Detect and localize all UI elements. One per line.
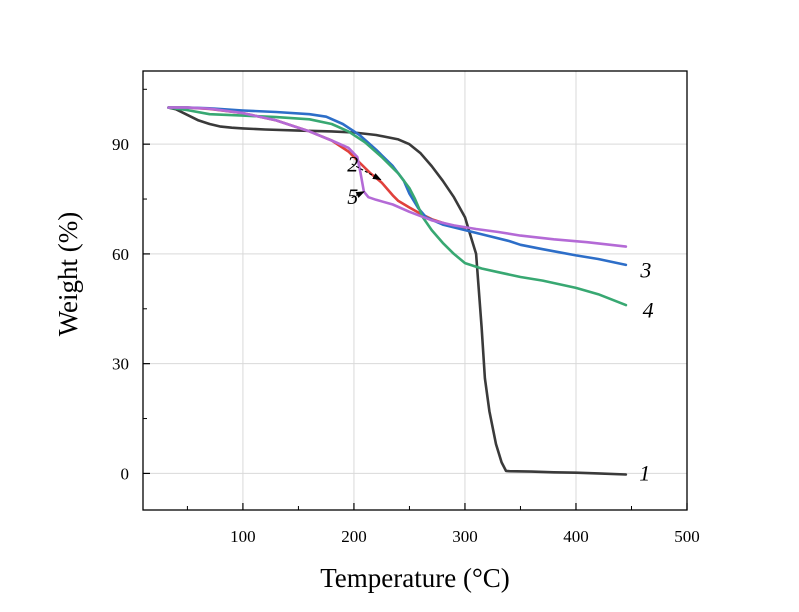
curve-labels: 1 2 3 4 5: [347, 151, 653, 485]
plot-frame: [142, 70, 688, 511]
curve-label-4: 4: [643, 298, 654, 323]
series-line-3: [167, 106, 628, 267]
y-tick-label: 60: [112, 245, 129, 264]
curve-label-5: 5: [347, 184, 358, 209]
curve-label-1: 1: [639, 460, 650, 485]
grid: [143, 71, 688, 510]
curve-label-2: 2: [347, 151, 358, 176]
series-line-5: [167, 106, 628, 248]
y-tick-label: 0: [121, 464, 130, 483]
series-line-1: [167, 106, 628, 476]
axis-ticks: 100 200 300 400 500 0 30 60 90: [112, 88, 700, 546]
label-arrows: [351, 163, 382, 199]
y-tick-label: 90: [112, 135, 129, 154]
y-tick-label: 30: [112, 355, 129, 374]
arrow-to-curve-2: [351, 163, 382, 181]
y-axis-title: Weight (%): [53, 212, 83, 337]
curve-label-3: 3: [639, 257, 651, 282]
series-line-4: [167, 106, 628, 307]
x-tick-label: 100: [230, 527, 256, 546]
arrow-to-curve-5: [351, 191, 365, 199]
x-tick-label: 200: [341, 527, 367, 546]
x-axis-title: Temperature (°C): [320, 563, 510, 593]
x-tick-label: 300: [452, 527, 478, 546]
series-group: [167, 106, 628, 476]
x-tick-label: 400: [563, 527, 589, 546]
x-tick-label: 500: [674, 527, 700, 546]
